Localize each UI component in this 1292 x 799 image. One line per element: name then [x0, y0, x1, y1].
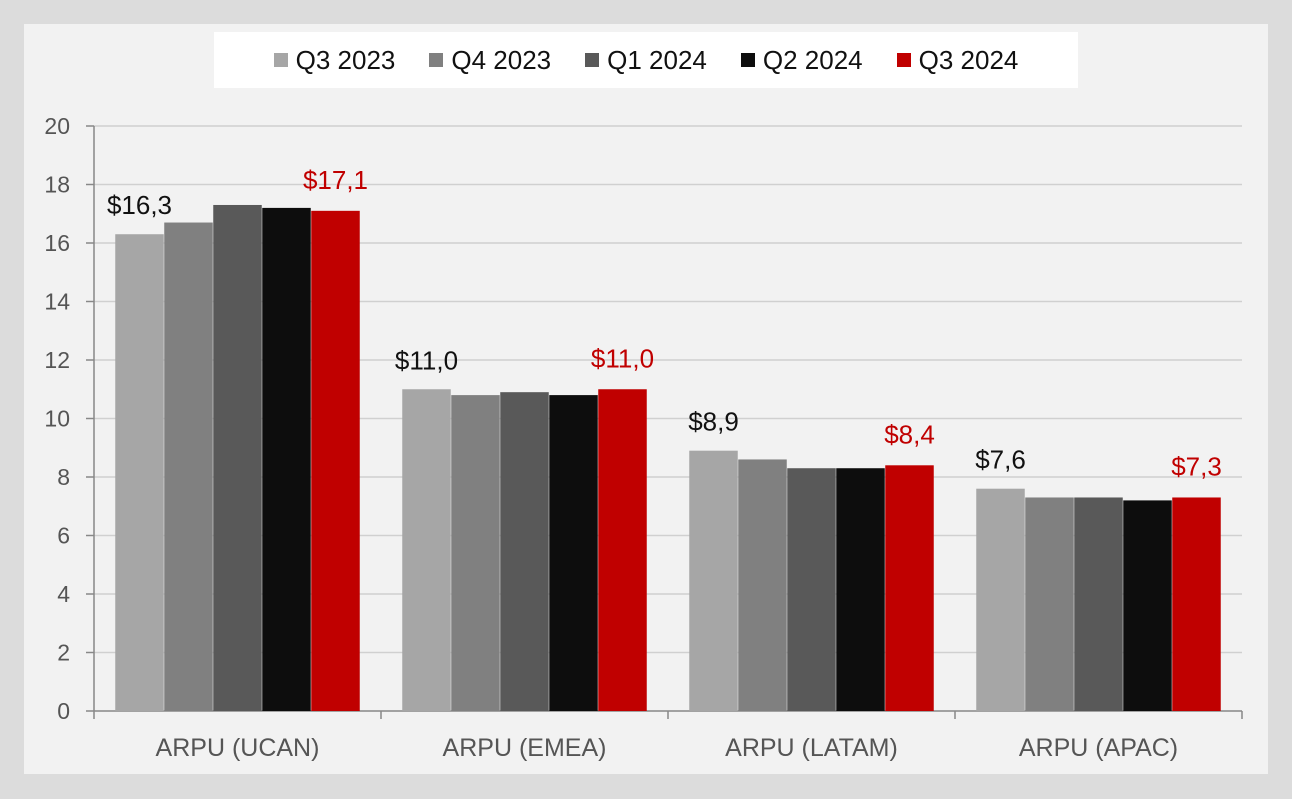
bar	[598, 389, 647, 711]
bar	[689, 450, 738, 711]
bar	[402, 389, 451, 711]
bar	[164, 222, 213, 711]
data-label: $11,0	[591, 343, 654, 373]
y-tick-label: 18	[44, 172, 70, 198]
bar	[500, 392, 549, 711]
y-tick-label: 8	[57, 464, 70, 490]
legend-swatch	[429, 53, 444, 67]
legend-label: Q4 2023	[451, 44, 552, 75]
legend-label: Q2 2024	[762, 44, 863, 75]
bar	[885, 465, 934, 711]
y-tick-label: 12	[44, 347, 70, 373]
data-label: $11,0	[395, 345, 458, 375]
bar	[1074, 497, 1123, 711]
chart-legend: Q3 2023 Q4 2023 Q1 2024 Q2 2024 Q3 2024	[214, 32, 1078, 88]
legend-label: Q3 2024	[918, 44, 1019, 75]
y-tick-label: 14	[44, 289, 70, 315]
bar	[549, 395, 598, 711]
data-label: $7,6	[975, 445, 1026, 475]
legend-item: Q1 2024	[585, 45, 707, 76]
bar	[1025, 497, 1074, 711]
bar	[262, 207, 311, 711]
x-category-label: ARPU (LATAM)	[725, 734, 898, 762]
legend-label: Q1 2024	[607, 44, 707, 75]
y-tick-label: 20	[44, 113, 70, 139]
y-tick-label: 6	[57, 523, 70, 549]
bar	[311, 210, 360, 711]
legend-item: Q2 2024	[740, 44, 863, 76]
y-tick-label: 10	[44, 406, 70, 432]
legend-swatch	[740, 53, 755, 67]
y-tick-label: 16	[44, 230, 70, 256]
bar	[1172, 497, 1221, 711]
data-label: $7,3	[1171, 451, 1222, 481]
data-label: $17,1	[303, 165, 368, 195]
bar	[115, 234, 164, 711]
bar	[451, 395, 500, 711]
bar	[213, 204, 262, 711]
x-category-label: ARPU (EMEA)	[443, 734, 607, 762]
x-category-label: ARPU (UCAN)	[156, 734, 320, 762]
legend-swatch	[585, 53, 600, 67]
data-label: $8,9	[688, 407, 739, 437]
legend-item: Q3 2024	[896, 44, 1019, 76]
y-tick-label: 0	[57, 698, 70, 724]
bar	[976, 488, 1025, 711]
legend-label: Q3 2023	[295, 44, 396, 75]
bar	[836, 468, 885, 711]
legend-swatch	[896, 53, 911, 67]
data-label: $16,3	[107, 190, 172, 220]
legend-item: Q4 2023	[429, 45, 551, 76]
data-label: $8,4	[884, 419, 935, 449]
y-tick-label: 2	[57, 640, 70, 666]
legend-swatch	[273, 53, 288, 67]
y-tick-label: 4	[57, 581, 70, 607]
bar	[787, 468, 836, 711]
bar	[738, 459, 787, 711]
bar	[1123, 500, 1172, 711]
legend-item: Q3 2023	[273, 44, 396, 76]
x-category-label: ARPU (APAC)	[1019, 734, 1178, 762]
